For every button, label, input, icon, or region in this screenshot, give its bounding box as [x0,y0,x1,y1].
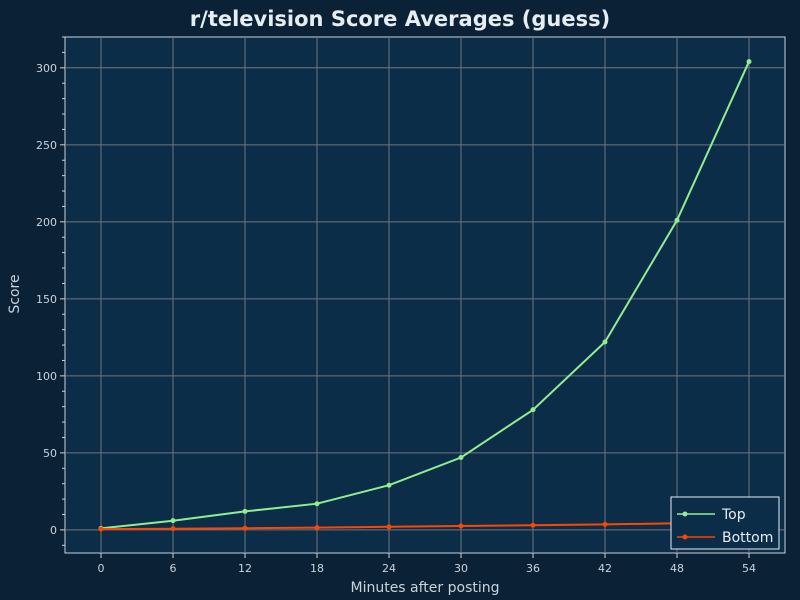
y-tick-label: 50 [43,447,57,460]
series-bottom [98,519,752,532]
data-point [674,217,680,223]
y-tick-label: 150 [36,293,57,306]
x-tick-label: 30 [454,562,468,575]
data-point [530,407,536,413]
data-point [386,524,392,530]
y-tick-label: 200 [36,216,57,229]
data-point [170,526,176,532]
legend: Top Bottom [670,496,780,550]
data-point [98,526,104,532]
series-line [100,521,750,531]
legend-marker [682,534,688,540]
data-point [458,523,464,529]
grid [65,37,785,553]
x-tick-label: 54 [742,562,756,575]
legend-item: Bottom [677,530,773,546]
data-point [314,525,320,531]
x-tick-label: 12 [238,562,252,575]
x-tick-label: 48 [670,562,684,575]
x-tick-label: 0 [98,562,105,575]
data-point [242,508,248,514]
legend-item: Top [677,507,746,523]
data-point [458,455,464,461]
x-tick-label: 18 [310,562,324,575]
legend-label: Top [721,507,746,523]
data-point [314,501,320,507]
y-tick-label: 0 [50,524,57,537]
x-tick-label: 24 [382,562,396,575]
data-point [602,339,608,345]
y-tick-label: 250 [36,139,57,152]
legend-label: Bottom [722,530,773,546]
data-point [170,518,176,524]
data-point [602,521,608,527]
x-tick-label: 6 [170,562,177,575]
axis-ticks: 0 6 12 18 24 30 36 42 48 54 0 50 100 150 200 250 300 [36,36,756,575]
plot-area [64,36,786,554]
legend-marker [682,511,688,517]
data-point [530,522,536,528]
data-point [746,59,752,65]
data-point [386,482,392,488]
chart-title: r/television Score Averages (guess) [190,7,610,31]
x-axis-label: Minutes after posting [350,580,499,596]
y-tick-label: 300 [36,62,57,75]
series-line [100,61,750,530]
x-tick-label: 42 [598,562,612,575]
y-tick-label: 100 [36,370,57,383]
y-axis-label: Score [7,274,23,313]
legend-box [670,496,780,550]
data-point [242,525,248,531]
series-lines [98,59,752,532]
x-tick-label: 36 [526,562,540,575]
